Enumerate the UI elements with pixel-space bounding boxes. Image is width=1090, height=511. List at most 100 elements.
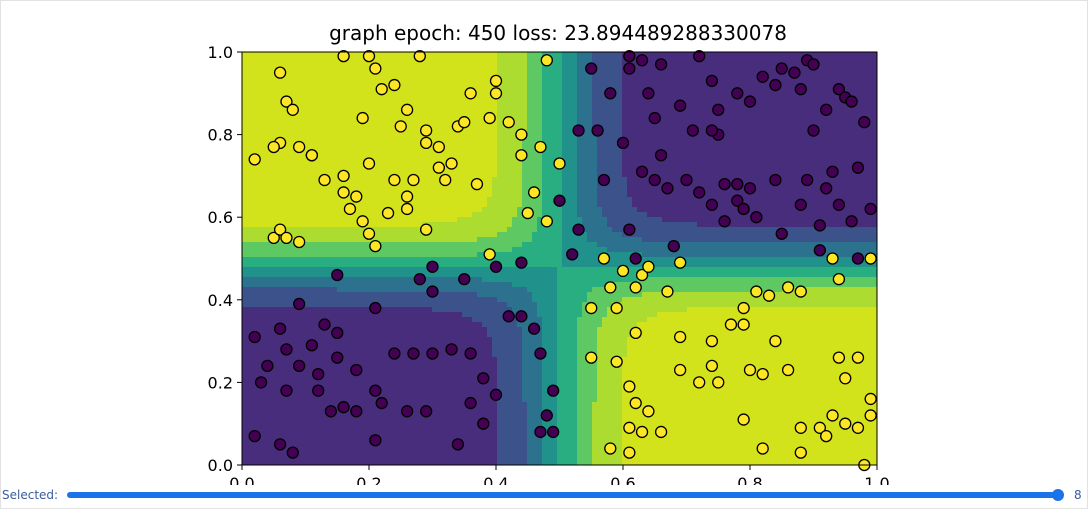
data-point-class-1	[362, 49, 376, 63]
data-point-class-0	[743, 95, 757, 108]
data-point-class-1	[610, 301, 623, 315]
data-point-class-1	[674, 330, 687, 344]
data-point-class-1	[369, 239, 382, 253]
data-point-class-1	[705, 334, 719, 348]
data-point-class-0	[674, 99, 687, 112]
data-point-class-0	[331, 268, 344, 282]
data-point-class-1	[623, 446, 636, 459]
data-point-class-0	[369, 301, 382, 315]
data-point-class-0	[451, 438, 465, 451]
data-point-class-1	[400, 202, 414, 216]
data-point-class-0	[419, 405, 433, 418]
data-point-class-0	[623, 49, 636, 63]
data-point-class-1	[381, 206, 395, 220]
data-point-class-1	[724, 318, 738, 331]
data-point-class-0	[826, 165, 839, 178]
data-point-class-0	[426, 347, 439, 360]
data-point-class-1	[851, 351, 865, 364]
data-point-class-1	[604, 442, 617, 455]
decision-contour	[242, 52, 878, 466]
data-point-class-1	[826, 252, 839, 265]
data-point-class-1	[292, 235, 306, 249]
data-point-class-1	[515, 128, 528, 141]
data-point-class-0	[654, 58, 668, 71]
scatter-plot: 0.0 0.2 0.4 0.6 0.8 1.0 0.0 0.2 0.4 0.6 0.8 1.0 gra…	[208, 21, 890, 485]
data-point-class-1	[781, 281, 795, 294]
data-point-class-1	[388, 173, 401, 187]
data-point-class-0	[273, 438, 287, 451]
data-point-class-1	[693, 376, 706, 389]
data-point-class-1	[419, 124, 433, 137]
data-point-class-0	[350, 363, 363, 377]
data-point-class-1	[750, 285, 763, 298]
data-point-class-0	[286, 446, 299, 459]
slider-value: 8	[1074, 488, 1082, 502]
data-point-class-0	[292, 297, 306, 311]
data-point-class-0	[591, 124, 604, 137]
data-point-class-0	[527, 322, 541, 335]
data-point-class-1	[794, 285, 807, 298]
data-point-class-0	[292, 359, 306, 373]
data-point-class-1	[540, 54, 553, 67]
data-point-class-0	[648, 111, 661, 125]
data-point-class-1	[432, 161, 446, 174]
data-point-class-1	[864, 252, 877, 265]
data-points	[248, 49, 877, 472]
data-point-class-0	[388, 347, 401, 360]
slider-track[interactable]	[67, 492, 1063, 498]
data-point-class-0	[680, 173, 693, 187]
data-point-class-1	[769, 334, 782, 348]
data-point-class-1	[515, 149, 528, 162]
data-point-class-0	[464, 396, 477, 410]
slider-thumb[interactable]	[1052, 489, 1065, 501]
data-point-class-0	[477, 372, 490, 385]
data-point-class-0	[756, 70, 769, 83]
data-point-class-1	[737, 318, 750, 331]
data-point-class-0	[616, 136, 630, 150]
data-point-class-1	[445, 157, 458, 170]
data-point-class-0	[547, 384, 560, 397]
data-point-class-0	[794, 198, 807, 211]
data-point-class-0	[331, 351, 344, 364]
data-point-class-0	[369, 384, 382, 397]
data-point-class-1	[839, 372, 852, 385]
data-point-class-1	[839, 417, 852, 430]
data-point-class-0	[318, 318, 331, 331]
data-point-class-1	[674, 363, 687, 377]
data-point-class-1	[286, 103, 299, 116]
data-point-class-0	[648, 173, 661, 187]
axes-frame	[241, 51, 878, 466]
x-tick-label: 0.0	[229, 474, 254, 485]
data-point-class-1	[464, 87, 477, 100]
data-point-class-1	[394, 120, 407, 133]
data-point-class-1	[705, 359, 719, 373]
data-point-class-0	[324, 405, 338, 418]
data-point-class-1	[813, 421, 826, 434]
data-point-class-1	[820, 429, 833, 443]
data-point-class-0	[445, 343, 458, 356]
data-point-class-0	[807, 124, 820, 137]
data-point-class-0	[489, 260, 503, 273]
data-point-class-0	[845, 95, 858, 108]
data-point-class-1	[400, 190, 414, 203]
data-point-class-0	[864, 202, 877, 216]
data-point-class-1	[616, 264, 630, 278]
data-point-class-1	[642, 405, 655, 418]
data-point-class-0	[540, 409, 553, 422]
data-point-class-1	[661, 285, 674, 298]
data-point-class-0	[572, 223, 585, 236]
data-point-class-0	[254, 376, 268, 389]
data-point-class-1	[654, 425, 668, 439]
data-point-class-0	[489, 388, 503, 401]
data-point-class-0	[642, 87, 655, 100]
data-point-class-0	[623, 223, 636, 236]
data-point-class-1	[629, 281, 642, 294]
data-point-class-0	[712, 103, 725, 116]
data-point-class-1	[826, 409, 839, 422]
data-point-class-1	[597, 252, 611, 265]
data-point-class-1	[756, 367, 769, 381]
data-point-class-0	[705, 74, 719, 88]
data-point-class-1	[762, 289, 776, 302]
data-point-class-0	[566, 248, 579, 261]
data-point-class-0	[788, 66, 801, 79]
